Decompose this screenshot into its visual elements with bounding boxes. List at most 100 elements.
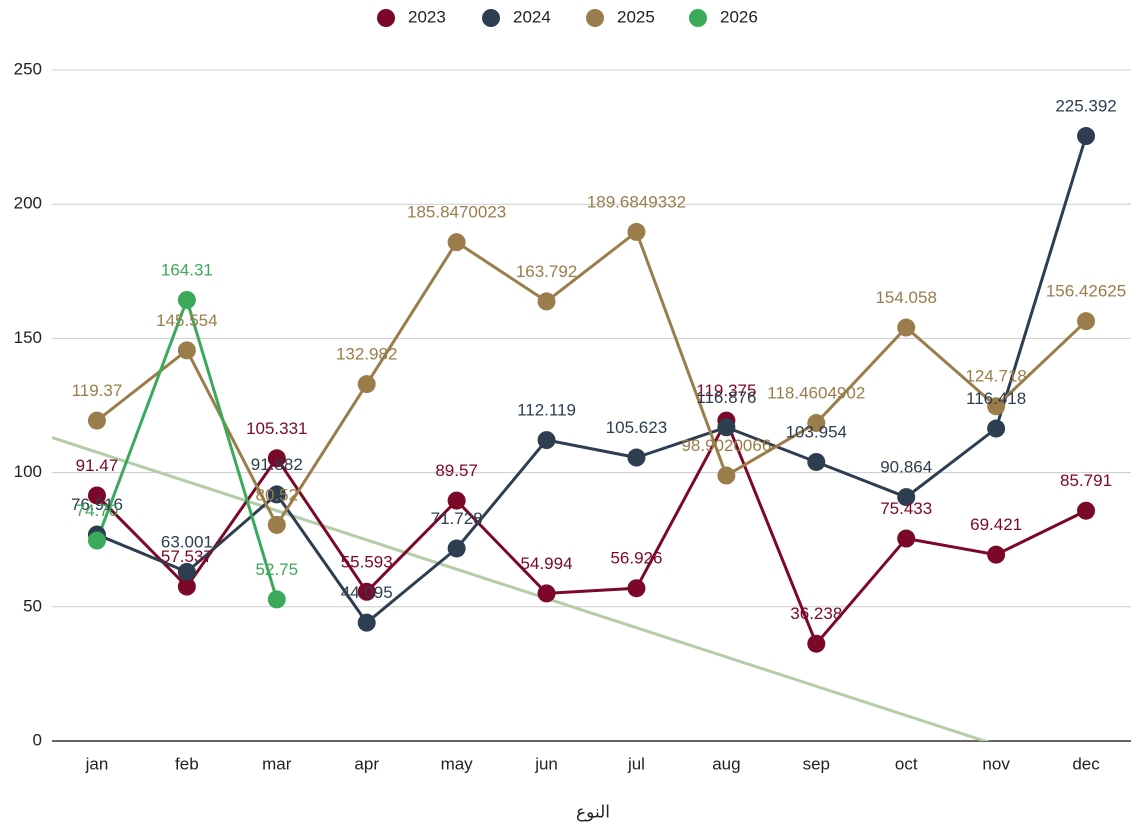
data-label: 56.926 bbox=[610, 549, 662, 568]
data-label: 74.70 bbox=[76, 501, 119, 520]
data-label: 91.882 bbox=[251, 455, 303, 474]
y-tick-label: 150 bbox=[14, 328, 42, 347]
data-point bbox=[537, 292, 556, 311]
data-point bbox=[177, 562, 196, 581]
x-tick-label: nov bbox=[982, 754, 1010, 773]
x-tick-label: mar bbox=[262, 754, 292, 773]
data-label: 132.982 bbox=[336, 345, 397, 364]
data-point bbox=[357, 582, 376, 601]
data-label: 54.994 bbox=[521, 554, 573, 573]
data-point bbox=[897, 318, 916, 337]
data-label: 55.593 bbox=[341, 552, 393, 571]
data-label: 112.119 bbox=[517, 401, 576, 420]
data-point bbox=[447, 491, 466, 510]
x-axis-label: النوع bbox=[576, 802, 610, 822]
data-label: 145.554 bbox=[156, 311, 217, 330]
legend-marker bbox=[377, 9, 395, 27]
data-point bbox=[1077, 312, 1096, 331]
data-label: 154.058 bbox=[875, 288, 936, 307]
series-line bbox=[95, 417, 1087, 647]
data-point bbox=[447, 539, 466, 558]
data-label: 36.238 bbox=[790, 604, 842, 623]
data-label: 118.4604902 bbox=[767, 384, 865, 403]
data-point bbox=[897, 488, 916, 507]
data-label: 89.57 bbox=[435, 461, 478, 480]
data-point bbox=[357, 613, 376, 632]
data-point bbox=[87, 486, 106, 505]
data-point bbox=[987, 419, 1006, 438]
x-tick-label: feb bbox=[175, 754, 199, 773]
data-point bbox=[897, 529, 916, 548]
x-tick-label: apr bbox=[354, 754, 379, 773]
data-label: 98.9020066 bbox=[681, 436, 771, 455]
data-label: 57.537 bbox=[161, 547, 213, 566]
data-point bbox=[357, 375, 376, 394]
data-point bbox=[627, 222, 646, 241]
legend-label: 2023 bbox=[408, 7, 446, 26]
x-tick-label: oct bbox=[895, 754, 918, 773]
data-point bbox=[537, 431, 556, 450]
y-tick-label: 100 bbox=[14, 462, 42, 481]
x-tick-label: may bbox=[441, 754, 474, 773]
data-point bbox=[627, 448, 646, 467]
data-label: 85.791 bbox=[1060, 471, 1112, 490]
data-label: 105.331 bbox=[246, 419, 307, 438]
data-point bbox=[987, 397, 1006, 416]
x-tick-label: sep bbox=[803, 754, 830, 773]
data-label: 156.42625 bbox=[1046, 282, 1126, 301]
y-tick-label: 250 bbox=[14, 59, 42, 78]
data-label: 63.001 bbox=[161, 532, 213, 551]
data-point bbox=[267, 485, 286, 504]
data-label: 185.8470023 bbox=[407, 203, 506, 222]
x-tick-label: jan bbox=[85, 754, 109, 773]
legend-marker bbox=[586, 9, 604, 27]
trendline-group bbox=[52, 436, 990, 741]
x-tick-label: jun bbox=[534, 754, 558, 773]
data-point bbox=[717, 418, 736, 437]
legend-marker bbox=[482, 9, 500, 27]
data-point bbox=[987, 545, 1006, 564]
y-tick-label: 200 bbox=[14, 194, 42, 213]
data-label: 119.375 bbox=[696, 381, 756, 400]
data-point bbox=[87, 411, 106, 430]
data-label: 71.728 bbox=[431, 509, 483, 528]
data-point bbox=[807, 634, 826, 653]
data-point bbox=[717, 466, 736, 485]
data-point bbox=[267, 515, 286, 534]
data-label: 124.718 bbox=[965, 367, 1026, 386]
data-label: 225.392 bbox=[1055, 97, 1116, 116]
data-point bbox=[1077, 501, 1096, 520]
data-point bbox=[87, 531, 106, 550]
data-label: 116.418 bbox=[966, 389, 1026, 408]
data-point bbox=[447, 233, 466, 252]
data-label: 76.916 bbox=[71, 495, 123, 514]
data-label: 103.954 bbox=[786, 422, 847, 441]
data-point bbox=[267, 590, 286, 609]
data-point bbox=[177, 577, 196, 596]
data-point bbox=[807, 452, 826, 471]
data-label: 116.876 bbox=[696, 388, 756, 407]
data-point bbox=[267, 449, 286, 468]
trendline bbox=[52, 436, 990, 741]
legend-label: 2026 bbox=[720, 7, 758, 26]
legend-label: 2024 bbox=[513, 7, 551, 26]
y-tick-label: 0 bbox=[33, 730, 42, 749]
data-label: 164.31 bbox=[161, 260, 213, 279]
series-line bbox=[96, 135, 1088, 625]
y-tick-label: 50 bbox=[23, 596, 42, 615]
data-point bbox=[177, 290, 196, 309]
x-tick-label: dec bbox=[1072, 754, 1100, 773]
data-label: 44.095 bbox=[341, 583, 393, 602]
data-point bbox=[537, 584, 556, 603]
data-point bbox=[177, 341, 196, 360]
data-point bbox=[1077, 127, 1096, 146]
data-label: 163.792 bbox=[516, 262, 577, 281]
series-line bbox=[96, 229, 1088, 528]
data-label: 105.623 bbox=[606, 418, 667, 437]
data-label: 90.864 bbox=[880, 458, 932, 477]
x-tick-label: jul bbox=[627, 754, 645, 773]
data-point bbox=[807, 414, 826, 433]
data-label: 119.37 bbox=[72, 381, 123, 400]
data-label: 69.421 bbox=[970, 515, 1022, 534]
